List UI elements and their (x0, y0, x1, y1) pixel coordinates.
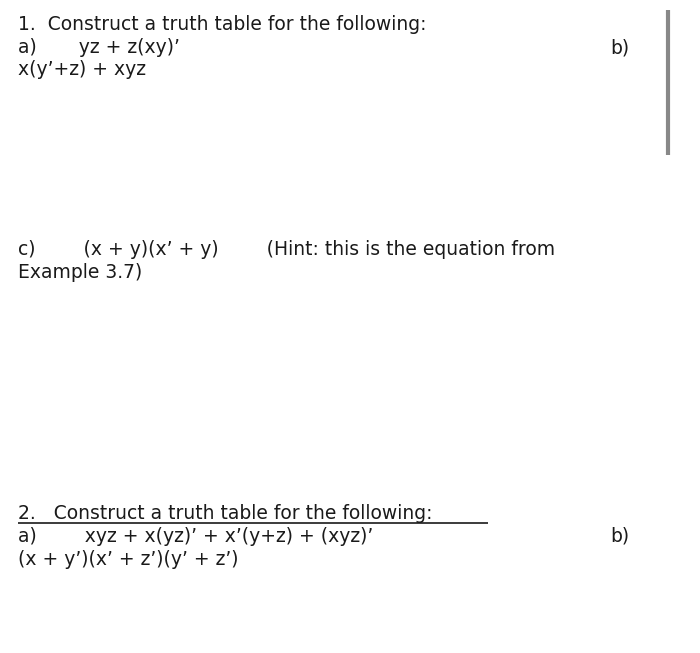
Text: b): b) (610, 527, 629, 546)
Text: x(y’+z) + xyz: x(y’+z) + xyz (18, 60, 146, 79)
Text: b): b) (610, 38, 629, 57)
Text: a)       yz + z(xy)’: a) yz + z(xy)’ (18, 38, 180, 57)
Text: 1.  Construct a truth table for the following:: 1. Construct a truth table for the follo… (18, 15, 426, 34)
Text: Example 3.7): Example 3.7) (18, 263, 142, 282)
Text: (x + y’)(x’ + z’)(y’ + z’): (x + y’)(x’ + z’)(y’ + z’) (18, 550, 239, 569)
Text: a)        xyz + x(yz)’ + x’(y+z) + (xyz)’: a) xyz + x(yz)’ + x’(y+z) + (xyz)’ (18, 527, 373, 546)
Text: 2.   Construct a truth table for the following:: 2. Construct a truth table for the follo… (18, 504, 433, 523)
Text: c)        (x + y)(x’ + y)        (Hint: this is the equation from: c) (x + y)(x’ + y) (Hint: this is the eq… (18, 240, 555, 259)
